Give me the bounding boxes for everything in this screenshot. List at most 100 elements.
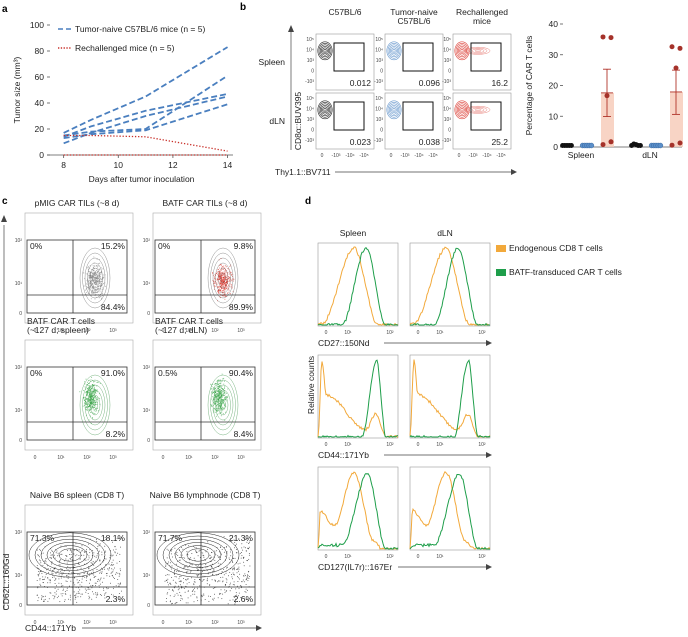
event-dot [202,575,204,577]
event-dot [95,585,97,587]
event-dot [211,391,213,393]
event-dot [230,274,232,276]
event-dot [223,383,225,385]
event-dot [225,281,226,283]
event-dot [213,280,215,282]
event-dot [224,399,226,401]
event-dot [186,578,188,580]
event-dot [245,599,247,600]
event-dot [95,270,97,271]
plot-title-line: (~127 d; spleen) [27,325,89,335]
event-dot [50,568,52,570]
event-dot [220,559,221,560]
event-dot [171,549,173,550]
x-tick-label: -10⁴ [414,153,423,159]
event-dot [66,556,68,557]
legend-label: BATF-transduced CAR T cells [509,267,622,277]
event-dot [111,568,113,570]
event-dot [220,279,222,281]
event-dot [222,593,224,595]
y-tick-label: 0 [19,311,22,317]
event-dot [216,271,218,273]
event-dot [226,276,228,278]
event-dot [231,574,232,575]
event-dot [56,590,58,592]
event-dot [226,279,227,281]
event-dot [248,542,250,544]
event-dot [100,577,102,579]
event-dot [221,397,223,399]
event-dot [119,572,121,574]
event-dot [184,557,186,559]
event-dot [75,594,77,596]
event-dot [58,570,60,572]
event-dot [87,402,89,404]
y-tick-label: 0 [19,603,22,609]
x-tick-label: 10² [478,554,486,560]
event-dot [180,594,181,596]
event-dot [119,584,121,585]
x-tick-label: 10³ [109,328,117,334]
quadrant-upper-left: 71.3% [30,533,55,543]
event-dot [105,592,107,594]
event-dot [187,566,189,568]
event-dot [81,578,83,580]
event-dot [87,588,89,590]
event-dot [187,554,189,556]
event-dot [115,573,117,575]
event-dot [96,409,97,411]
event-dot [215,415,217,417]
quadrant-lower-right: 8.4% [234,429,254,439]
event-dot [221,271,223,273]
event-dot [222,391,224,393]
contour [319,44,331,58]
event-dot [97,581,99,582]
event-dot [78,580,80,581]
event-dot [119,568,121,570]
event-dot [219,403,221,405]
event-dot [97,275,99,277]
event-dot [62,585,64,587]
event-dot [85,591,87,593]
event-dot [69,594,71,596]
y-tick-label: 10 [549,111,559,121]
event-dot [214,587,215,589]
y-tick-label: -10³ [374,138,383,144]
contour [180,545,216,565]
event-dot [221,290,223,291]
event-dot [223,403,225,405]
x-tick-label: 0 [325,554,328,560]
event-dot [220,577,222,578]
event-dot [89,385,91,387]
event-dot [96,382,98,383]
event-dot [88,275,90,277]
event-dot [88,568,90,569]
event-dot [37,554,39,556]
x-tick-label: -10³ [469,153,478,159]
event-dot [107,568,109,570]
event-dot [100,281,102,283]
y-tick-label: 10¹ [15,281,23,287]
event-dot [185,602,187,604]
event-dot [170,600,171,602]
event-dot [223,395,225,397]
event-dot [93,274,95,276]
event-dot [219,283,221,285]
event-dot [93,288,95,289]
event-dot [110,582,111,584]
event-dot [86,273,88,275]
event-dot [232,572,234,574]
event-dot [220,397,222,399]
event-dot [229,538,231,540]
event-dot [219,393,221,395]
event-dot [69,554,70,555]
event-dot [227,271,229,273]
event-dot [78,549,80,551]
event-dot [71,572,73,574]
event-dot [52,595,54,597]
y-tick-label: 10¹ [15,573,23,579]
event-dot [92,550,94,552]
event-dot [54,592,56,594]
event-dot [184,566,186,568]
event-dot [117,552,119,554]
